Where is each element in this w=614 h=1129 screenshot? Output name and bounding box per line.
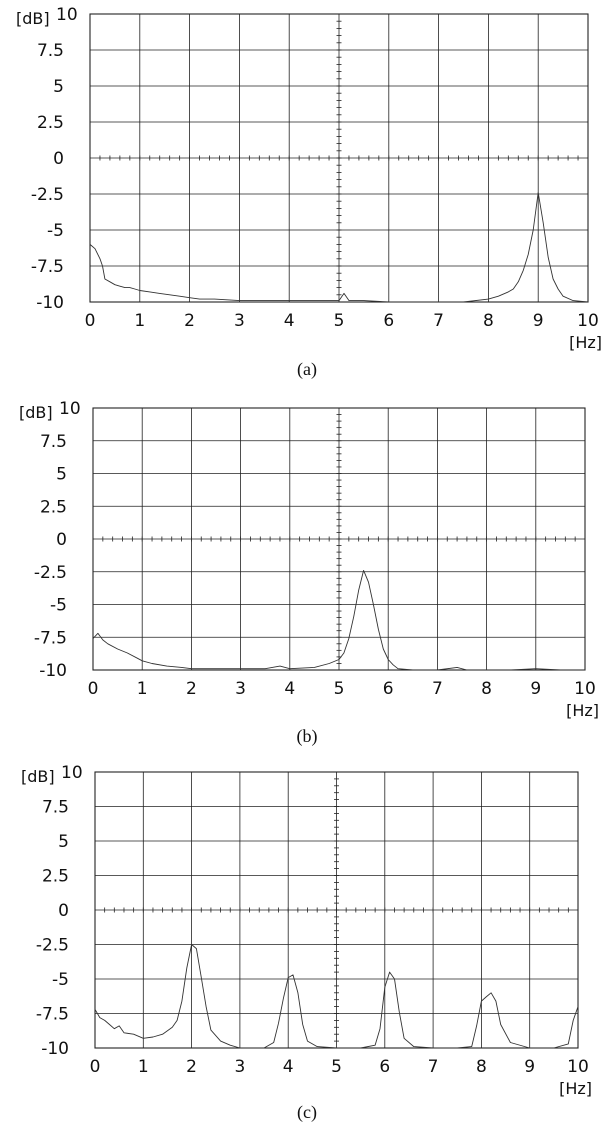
y-tick-label: -7.5 bbox=[36, 1005, 69, 1025]
x-tick-label: 10 bbox=[577, 311, 599, 331]
y-tick-label: -10 bbox=[39, 661, 67, 681]
x-tick-label: 10 bbox=[574, 679, 596, 699]
y-tick-label: -10 bbox=[41, 1039, 69, 1059]
x-tick-label: 0 bbox=[88, 679, 99, 699]
series-line bbox=[94, 944, 579, 1049]
y-tick-label: -2.5 bbox=[36, 936, 69, 956]
y-tick-label: 2.5 bbox=[42, 867, 69, 887]
x-tick-label: 4 bbox=[284, 679, 295, 699]
x-tick-label: 5 bbox=[334, 311, 345, 331]
y-tick-label: 10 bbox=[61, 763, 83, 783]
x-tick-label: 4 bbox=[284, 311, 295, 331]
y-tick-label: 5 bbox=[56, 465, 67, 485]
y-tick-label: 10 bbox=[56, 5, 78, 25]
y-unit-label: [dB] bbox=[21, 767, 55, 786]
x-tick-label: 1 bbox=[138, 1057, 149, 1077]
x-unit-label: [Hz] bbox=[569, 333, 602, 352]
caption: (a) bbox=[297, 359, 317, 380]
series-line bbox=[92, 569, 585, 671]
y-tick-label: -7.5 bbox=[34, 628, 67, 648]
y-tick-label: 7.5 bbox=[37, 41, 64, 61]
x-tick-label: 8 bbox=[476, 1057, 487, 1077]
minor-ticks bbox=[89, 13, 589, 303]
minor-ticks bbox=[94, 771, 579, 1049]
x-tick-label: 10 bbox=[567, 1057, 589, 1077]
x-tick-label: 9 bbox=[524, 1057, 535, 1077]
x-tick-label: 9 bbox=[530, 679, 541, 699]
x-tick-label: 5 bbox=[331, 1057, 342, 1077]
minor-ticks bbox=[92, 407, 586, 671]
y-tick-label: 0 bbox=[58, 901, 69, 921]
x-unit-label: [Hz] bbox=[559, 1079, 592, 1098]
y-tick-label: 10 bbox=[59, 399, 81, 419]
x-tick-label: 2 bbox=[186, 679, 197, 699]
x-tick-label: 8 bbox=[481, 679, 492, 699]
x-tick-label: 7 bbox=[433, 311, 444, 331]
y-tick-label: 7.5 bbox=[42, 798, 69, 818]
y-tick-label: -5 bbox=[47, 221, 64, 241]
y-unit-label: [dB] bbox=[16, 9, 50, 28]
y-tick-label: 0 bbox=[56, 530, 67, 550]
y-tick-label: -2.5 bbox=[34, 563, 67, 583]
x-tick-label: 3 bbox=[234, 1057, 245, 1077]
y-tick-label: -2.5 bbox=[31, 185, 64, 205]
x-tick-label: 7 bbox=[428, 1057, 439, 1077]
x-tick-label: 9 bbox=[533, 311, 544, 331]
x-unit-label: [Hz] bbox=[566, 701, 599, 720]
y-tick-label: 5 bbox=[58, 832, 69, 852]
y-tick-label: 7.5 bbox=[40, 432, 67, 452]
x-tick-label: 3 bbox=[234, 311, 245, 331]
caption: (c) bbox=[297, 1102, 317, 1123]
y-tick-label: 0 bbox=[53, 149, 64, 169]
x-tick-label: 6 bbox=[383, 679, 394, 699]
x-tick-label: 6 bbox=[383, 311, 394, 331]
y-tick-label: 2.5 bbox=[40, 497, 67, 517]
x-tick-label: 0 bbox=[85, 311, 96, 331]
x-tick-label: 5 bbox=[334, 679, 345, 699]
x-tick-label: 6 bbox=[379, 1057, 390, 1077]
y-tick-label: -5 bbox=[52, 970, 69, 990]
plot-frame bbox=[92, 407, 586, 671]
y-tick-label: 5 bbox=[53, 77, 64, 97]
x-tick-label: 2 bbox=[186, 1057, 197, 1077]
series-line bbox=[89, 192, 589, 303]
x-tick-label: 7 bbox=[432, 679, 443, 699]
y-tick-label: 2.5 bbox=[37, 113, 64, 133]
chart-c: 10 7.5 5 2.5 0 -2.5 -5 -7.5 -10 [dB] 0 1 2 3 4 5 6 7 8 9 10 [… bbox=[21, 763, 592, 1123]
x-tick-label: 1 bbox=[137, 679, 148, 699]
plot-frame bbox=[89, 13, 589, 303]
x-tick-label: 4 bbox=[283, 1057, 294, 1077]
x-tick-label: 0 bbox=[90, 1057, 101, 1077]
y-tick-label: -7.5 bbox=[31, 257, 64, 277]
y-unit-label: [dB] bbox=[19, 403, 53, 422]
caption: (b) bbox=[297, 726, 318, 747]
y-tick-label: -5 bbox=[50, 596, 67, 616]
chart-a: 10 7.5 5 2.5 0 -2.5 -5 -7.5 -10 [dB] 0 1 2 3 4 5 6 7 8 9 10 [… bbox=[16, 5, 602, 380]
x-tick-label: 3 bbox=[235, 679, 246, 699]
x-tick-label: 1 bbox=[134, 311, 145, 331]
y-tick-label: -10 bbox=[36, 293, 64, 313]
chart-b: 10 7.5 5 2.5 0 -2.5 -5 -7.5 -10 [dB] 0 1 2 3 4 5 6 7 8 9 10 [… bbox=[19, 399, 599, 747]
x-tick-label: 8 bbox=[483, 311, 494, 331]
x-tick-label: 2 bbox=[184, 311, 195, 331]
